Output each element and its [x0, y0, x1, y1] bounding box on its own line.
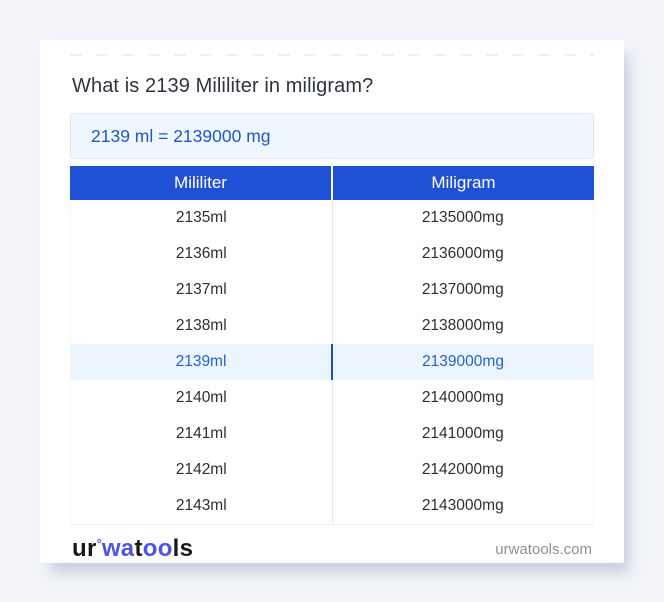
conversion-card: What is 2139 Mililiter in miligram? 2139…: [40, 40, 624, 563]
cell-mililiter[interactable]: 2139ml: [71, 344, 333, 380]
table-row[interactable]: 2136ml 2136000mg: [71, 236, 593, 272]
logo-segment: wa: [101, 535, 135, 562]
cell-mililiter[interactable]: 2140ml: [71, 380, 333, 416]
cell-mililiter[interactable]: 2143ml: [71, 488, 333, 524]
table-row[interactable]: 2142ml 2142000mg: [71, 452, 593, 488]
table-body: 2135ml 2135000mg 2136ml 2136000mg 2137ml 2137…: [70, 200, 594, 525]
cell-mililiter[interactable]: 2142ml: [71, 452, 333, 488]
page-title: What is 2139 Mililiter in miligram?: [72, 75, 374, 97]
cell-miligram[interactable]: 2143000mg: [421, 497, 504, 514]
cell-miligram[interactable]: 2135000mg: [421, 209, 504, 226]
table-row[interactable]: 2140ml 2140000mg: [71, 380, 593, 416]
cell-miligram[interactable]: 2139000mg: [422, 353, 504, 370]
table-row[interactable]: 2138ml 2138000mg: [71, 308, 593, 344]
table-header-row: Mililiter Miligram: [70, 166, 594, 200]
conversion-table: Mililiter Miligram 2135ml 2135000mg 2136ml…: [70, 166, 594, 525]
table-row-highlighted[interactable]: 2139ml 2139000mg: [71, 344, 593, 380]
cell-miligram[interactable]: 2140000mg: [421, 389, 504, 406]
logo-segment: °: [96, 536, 102, 551]
cell-miligram[interactable]: 2137000mg: [421, 281, 504, 298]
cell-mililiter[interactable]: 2135ml: [71, 200, 333, 236]
logo-segment: ls: [172, 535, 194, 562]
cell-mililiter[interactable]: 2138ml: [71, 308, 333, 344]
cell-miligram[interactable]: 2138000mg: [421, 317, 504, 334]
cell-mililiter[interactable]: 2141ml: [71, 416, 333, 452]
table-header-mililiter: Mililiter: [70, 166, 333, 200]
cell-miligram[interactable]: 2141000mg: [421, 425, 504, 442]
urwatools-logo[interactable]: ur°watools: [72, 535, 193, 563]
cell-mililiter[interactable]: 2136ml: [71, 236, 333, 272]
cell-miligram[interactable]: 2142000mg: [421, 461, 504, 478]
card-footer: ur°watools urwatools.com: [70, 525, 594, 569]
logo-segment: t: [134, 535, 143, 562]
conversion-result-text: 2139 ml = 2139000 mg: [91, 125, 271, 146]
logo-segment: ur: [72, 535, 97, 562]
table-row[interactable]: 2141ml 2141000mg: [71, 416, 593, 452]
card-top-perforation: [70, 54, 594, 56]
table-header-miligram: Miligram: [431, 173, 496, 192]
cell-miligram[interactable]: 2136000mg: [421, 245, 504, 262]
cell-mililiter[interactable]: 2137ml: [71, 272, 333, 308]
table-row[interactable]: 2137ml 2137000mg: [71, 272, 593, 308]
site-url-text: urwatools.com: [495, 540, 592, 558]
logo-segment: oo: [142, 535, 173, 562]
conversion-result-box: 2139 ml = 2139000 mg: [70, 113, 594, 159]
table-row[interactable]: 2135ml 2135000mg: [71, 200, 593, 236]
table-row[interactable]: 2143ml 2143000mg: [71, 488, 593, 524]
